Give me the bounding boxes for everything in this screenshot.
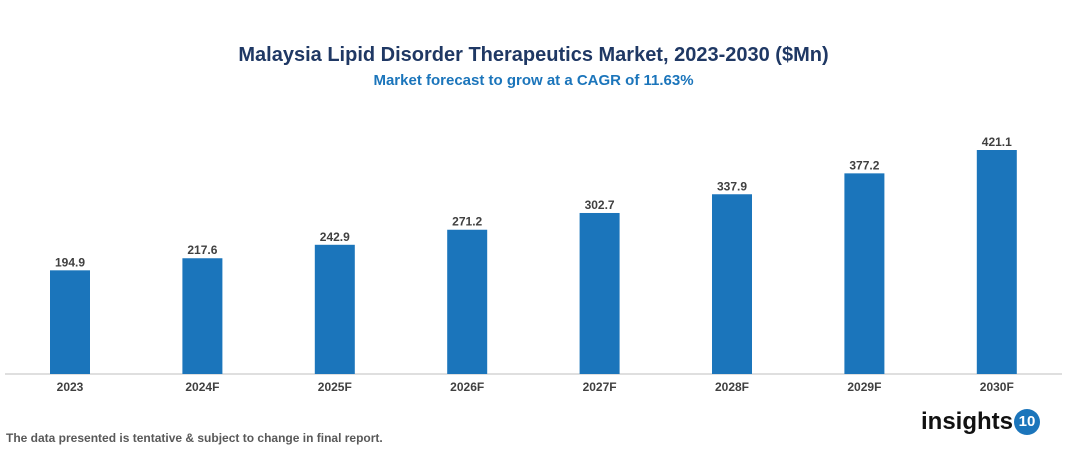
bar-2029F bbox=[844, 173, 885, 374]
x-tick-label: 2025F bbox=[318, 380, 352, 394]
chart-title: Malaysia Lipid Disorder Therapeutics Mar… bbox=[238, 44, 829, 66]
bar-2025F bbox=[314, 244, 355, 374]
data-label: 337.9 bbox=[717, 179, 747, 193]
disclaimer-note: The data presented is tentative & subjec… bbox=[6, 431, 383, 445]
data-label: 377.2 bbox=[849, 158, 879, 172]
x-tick-label: 2029F bbox=[847, 380, 881, 394]
data-label: 217.6 bbox=[187, 243, 217, 257]
bar-2023 bbox=[50, 270, 90, 374]
data-label: 302.7 bbox=[585, 198, 615, 212]
bar-2024F bbox=[182, 258, 223, 374]
data-label: 242.9 bbox=[320, 230, 350, 244]
x-tick-label: 2026F bbox=[450, 380, 484, 394]
bar-2026F bbox=[447, 229, 488, 374]
logo-text: insights bbox=[921, 408, 1014, 435]
logo-number: 10 bbox=[1014, 409, 1041, 435]
chart-subtitle: Market forecast to grow at a CAGR of 11.… bbox=[373, 72, 694, 89]
data-label: 194.9 bbox=[55, 255, 85, 269]
x-tick-label: 2030F bbox=[980, 380, 1014, 394]
x-tick-label: 2024F bbox=[185, 380, 219, 394]
x-tick-label: 2028F bbox=[715, 380, 749, 394]
data-label: 271.2 bbox=[452, 215, 482, 229]
bar-2027F bbox=[579, 212, 620, 374]
insights10-logo: insights 10 bbox=[921, 408, 1041, 436]
bar-2030F bbox=[976, 150, 1017, 374]
x-tick-label: 2023 bbox=[57, 380, 84, 394]
data-label: 421.1 bbox=[982, 135, 1012, 149]
bar-2028F bbox=[712, 194, 752, 374]
x-tick-label: 2027F bbox=[583, 380, 617, 394]
